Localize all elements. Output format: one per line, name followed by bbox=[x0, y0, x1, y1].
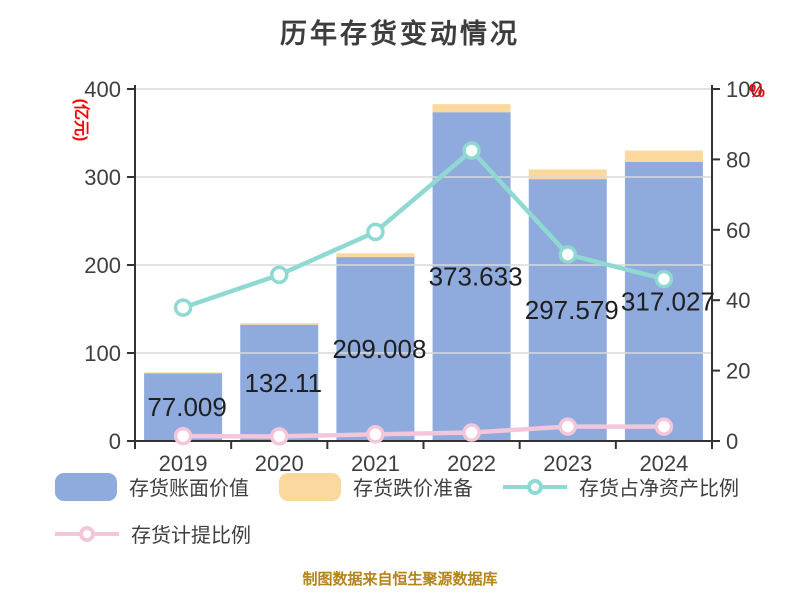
line-marker bbox=[558, 245, 577, 264]
line-marker bbox=[173, 298, 193, 317]
bar-value-label: 77.009 bbox=[147, 392, 227, 422]
bar-segment-book-value bbox=[432, 112, 511, 442]
bar-value-label: 373.633 bbox=[429, 262, 523, 292]
line-marker bbox=[654, 269, 674, 289]
x-category-label: 2021 bbox=[351, 451, 400, 476]
right-tick-label: 100 bbox=[726, 77, 763, 102]
line-marker bbox=[270, 427, 289, 446]
line-marker bbox=[654, 417, 674, 436]
bar-value-label: 132.11 bbox=[244, 368, 322, 398]
bar-segment-book-value bbox=[528, 179, 607, 441]
left-axis-unit-label: (亿元) bbox=[72, 99, 91, 142]
legend: 存货账面价值 存货跌价准备 存货占净资产比例 存货计提比例 bbox=[55, 472, 775, 566]
legend-item-impairment-provision: 存货跌价准备 bbox=[279, 472, 473, 501]
line-marker bbox=[270, 265, 289, 285]
x-category-label: 2024 bbox=[639, 451, 688, 476]
line-marker bbox=[366, 425, 385, 444]
left-tick-label: 400 bbox=[84, 77, 121, 102]
x-category-label: 2019 bbox=[159, 451, 208, 476]
bar-swatch-book-value bbox=[55, 472, 117, 501]
line-marker bbox=[462, 423, 481, 442]
x-category-label: 2022 bbox=[447, 451, 496, 476]
x-category-label: 2023 bbox=[543, 451, 592, 476]
x-category-label: 2020 bbox=[255, 451, 304, 476]
legend-label: 存货占净资产比例 bbox=[579, 478, 739, 500]
legend-item-provision-ratio: 存货计提比例 bbox=[55, 519, 251, 548]
bar-segment-book-value bbox=[240, 324, 319, 441]
bar-value-label: 297.579 bbox=[525, 295, 619, 325]
line-marker bbox=[462, 141, 481, 160]
line-marker-swatch-provision-ratio bbox=[55, 520, 119, 548]
legend-item-book-value: 存货账面价值 bbox=[55, 472, 249, 501]
bar-segment-impairment-provision bbox=[528, 169, 607, 180]
right-axis-unit-label: % bbox=[749, 81, 765, 101]
bar-segment-impairment-provision bbox=[336, 253, 415, 258]
legend-label: 存货计提比例 bbox=[131, 525, 251, 547]
bar-segment-impairment-provision bbox=[144, 372, 223, 374]
legend-item-net-asset-ratio: 存货占净资产比例 bbox=[503, 472, 739, 501]
bar-swatch-impairment-provision bbox=[279, 472, 341, 501]
legend-row-1: 存货账面价值 存货跌价准备 存货占净资产比例 bbox=[55, 472, 775, 501]
data-source-note: 制图数据来自恒生聚源数据库 bbox=[302, 571, 498, 588]
bar-segment-book-value bbox=[624, 162, 703, 441]
legend-label: 存货账面价值 bbox=[129, 478, 249, 500]
bar-segment-book-value bbox=[336, 257, 415, 441]
left-tick-label: 0 bbox=[109, 429, 121, 454]
legend-label: 存货跌价准备 bbox=[353, 478, 473, 500]
right-tick-label: 40 bbox=[726, 288, 750, 313]
bar-value-label: 317.027 bbox=[621, 287, 715, 317]
chart-title: 历年存货变动情况 bbox=[280, 19, 520, 49]
line-marker bbox=[366, 222, 385, 242]
legend-marker-circle bbox=[527, 478, 543, 495]
left-tick-label: 200 bbox=[84, 253, 121, 278]
left-tick-label: 100 bbox=[84, 341, 121, 366]
bar-segment-impairment-provision bbox=[432, 104, 511, 113]
line-marker-swatch-net-asset-ratio bbox=[503, 473, 567, 501]
right-tick-label: 60 bbox=[726, 218, 750, 243]
line-series-net-asset-ratio bbox=[180, 148, 667, 310]
bar-segment-impairment-provision bbox=[240, 323, 319, 325]
right-tick-label: 0 bbox=[726, 429, 738, 454]
left-tick-label: 300 bbox=[84, 165, 121, 190]
legend-marker-circle bbox=[79, 525, 95, 542]
line-marker bbox=[558, 417, 577, 436]
legend-row-2: 存货计提比例 bbox=[55, 519, 775, 548]
bar-segment-impairment-provision bbox=[624, 150, 703, 163]
right-tick-label: 80 bbox=[726, 147, 750, 172]
line-marker bbox=[173, 426, 193, 446]
right-tick-label: 20 bbox=[726, 359, 750, 384]
line-series-provision-ratio bbox=[180, 424, 667, 439]
bar-value-label: 209.008 bbox=[332, 334, 426, 364]
